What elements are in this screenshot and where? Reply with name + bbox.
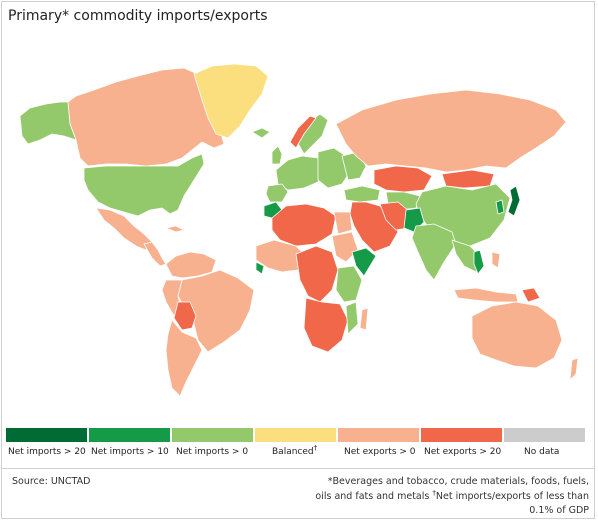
japan: [507, 185, 521, 217]
page-title: Primary* commodity imports/exports: [8, 8, 268, 24]
legend-swatch-net-exports-0: [338, 428, 419, 442]
russia: [335, 89, 567, 173]
sudan: [331, 231, 359, 263]
footnote-line-2: oils and fats and metals †Net imports/ex…: [315, 488, 589, 502]
legend-label-no-data: No data: [524, 447, 560, 457]
southeast-asia: [451, 239, 481, 273]
turkey: [343, 185, 381, 203]
legend-swatch-net-imports-0: [172, 428, 253, 442]
divider: [1, 468, 595, 469]
west-africa-coast: [255, 261, 265, 275]
bolivia: [173, 301, 197, 331]
papua-new-guinea: [521, 287, 541, 303]
legend-label-balanced: Balanced†: [272, 444, 318, 458]
mongolia: [441, 169, 495, 189]
caribbean: [165, 225, 185, 233]
north-africa: [271, 203, 337, 247]
footnote-line-1: *Beverages and tobacco, crude materials,…: [327, 476, 589, 487]
dagger-mark: †: [313, 444, 318, 452]
legend-swatch-no-data: [504, 428, 585, 442]
argentina-chile: [165, 319, 203, 397]
horn-of-africa: [351, 247, 377, 277]
legend-swatch-balanced: [255, 428, 336, 442]
legend-label-net-exports-0: Net exports > 0: [344, 447, 416, 457]
iceland: [251, 127, 271, 139]
australia: [471, 301, 563, 369]
vietnam: [473, 249, 485, 275]
legend-swatch-net-imports-10: [89, 428, 170, 442]
legend-label-net-exports-20: Net exports > 20: [424, 447, 502, 457]
philippines: [491, 251, 501, 269]
legend-swatch-net-imports-20: [6, 428, 87, 442]
iberia: [265, 183, 289, 203]
norway: [289, 115, 317, 149]
colombia-venezuela: [165, 251, 217, 279]
legend-label-net-imports-20: Net imports > 20: [8, 447, 86, 457]
egypt: [333, 211, 353, 235]
mozambique: [345, 301, 359, 335]
legend: Net imports > 20 Net imports > 10 Net im…: [6, 428, 590, 458]
west-africa: [255, 239, 307, 273]
east-africa: [335, 265, 363, 303]
indonesia: [453, 287, 519, 303]
legend-label-net-imports-10: Net imports > 10: [91, 447, 169, 457]
mexico: [95, 207, 153, 251]
madagascar: [359, 307, 369, 331]
central-america: [143, 241, 167, 267]
western-europe: [275, 155, 325, 191]
greenland: [193, 63, 269, 139]
footnote-line-3: 0.1% of GDP: [529, 505, 589, 516]
eastern-europe: [317, 147, 351, 189]
kazakhstan: [373, 165, 433, 193]
india: [411, 223, 457, 281]
dagger-mark: †: [432, 488, 436, 497]
canada: [67, 67, 225, 167]
legend-label-net-imports-0: Net imports > 0: [176, 447, 249, 457]
united-kingdom: [271, 145, 283, 165]
southern-africa: [303, 297, 349, 353]
new-zealand: [569, 357, 579, 381]
united-states: [83, 153, 205, 217]
world-map: [19, 63, 579, 397]
alaska: [19, 101, 77, 145]
korea: [495, 199, 505, 215]
central-africa: [295, 245, 339, 303]
legend-swatch-net-exports-20: [421, 428, 502, 442]
source-note: Source: UNCTAD: [12, 476, 91, 487]
